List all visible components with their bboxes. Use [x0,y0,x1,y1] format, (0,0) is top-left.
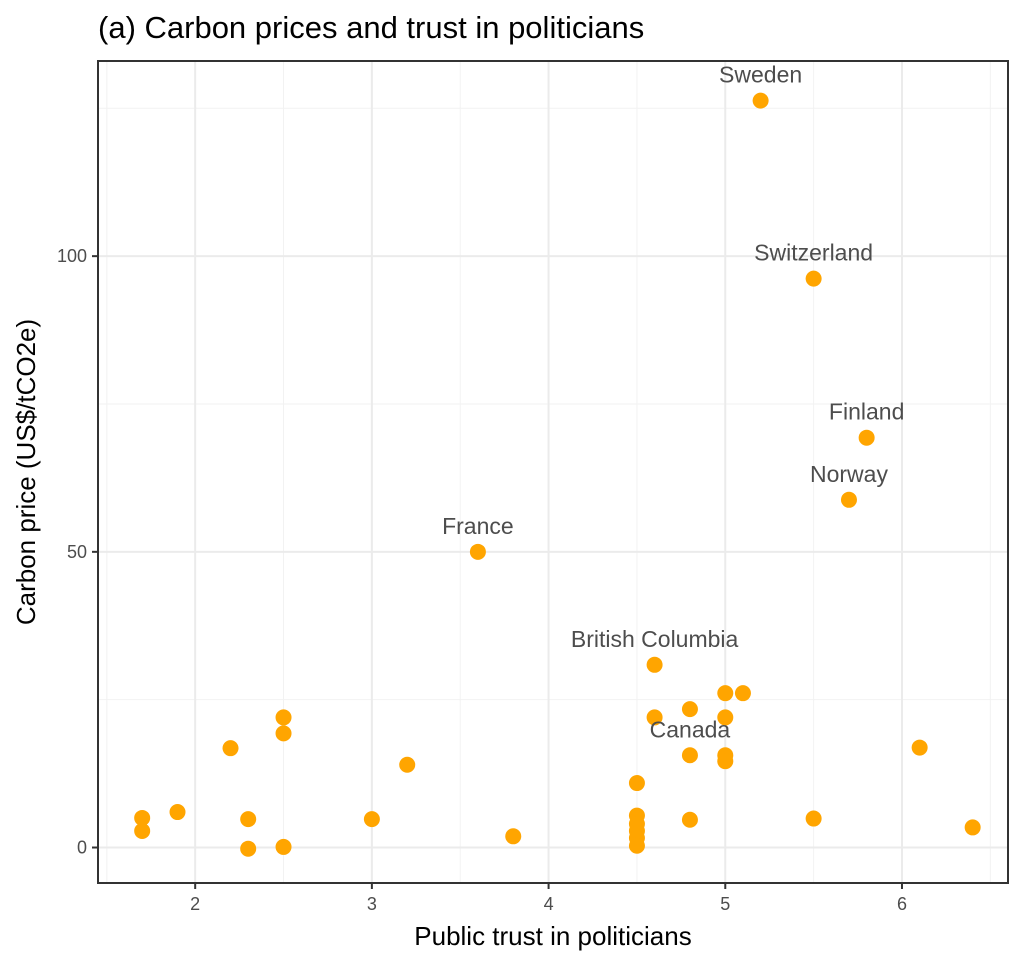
data-point [505,828,522,845]
data-point [275,709,292,726]
y-axis-ticks: 0 50 100 [57,246,98,858]
data-point [222,740,239,757]
data-point [805,270,822,287]
x-tick-label: 6 [897,894,907,914]
data-point [911,739,928,756]
point-label: Norway [810,461,888,487]
y-tick-label: 0 [77,838,87,858]
point-label: Switzerland [754,240,873,266]
x-tick-label: 4 [544,894,554,914]
data-point [399,756,416,773]
chart-title: (a) Carbon prices and trust in politicia… [98,10,644,45]
data-point [681,811,698,828]
data-point [734,685,751,702]
data-point [752,92,769,109]
grid-minor-lines [98,61,1008,883]
x-axis-ticks: 2 3 4 5 6 [190,883,907,914]
x-tick-label: 5 [720,894,730,914]
data-point [628,775,645,792]
data-point [469,543,486,560]
data-point [240,840,257,857]
data-point [275,838,292,855]
data-point [134,809,151,826]
point-label: France [442,513,514,539]
data-point [717,685,734,702]
point-label: British Columbia [571,626,739,652]
grid-major-lines [98,61,1008,883]
data-point [840,491,857,508]
x-axis-title: Public trust in politicians [414,921,691,951]
data-point [275,725,292,742]
x-tick-label: 2 [190,894,200,914]
data-point [628,837,645,854]
point-label: Finland [829,399,904,425]
x-tick-label: 3 [367,894,377,914]
point-labels: Sweden Switzerland Finland Norway France Brit… [442,62,904,743]
data-point [717,753,734,770]
data-point [240,811,257,828]
data-point [717,709,734,726]
data-point [858,429,875,446]
plot-panel-border [97,60,1009,884]
data-points [134,92,981,857]
y-tick-label: 50 [67,542,87,562]
data-point [805,810,822,827]
data-point [646,656,663,673]
data-point [169,804,186,821]
data-point [964,819,981,836]
point-label: Sweden [719,62,802,88]
data-point [681,701,698,718]
y-tick-label: 100 [57,246,87,266]
data-point [681,747,698,764]
point-label: Canada [650,716,731,742]
y-axis-title: Carbon price (US$/tCO2e) [11,319,41,625]
data-point [363,811,380,828]
data-point [646,709,663,726]
data-point [134,822,151,839]
